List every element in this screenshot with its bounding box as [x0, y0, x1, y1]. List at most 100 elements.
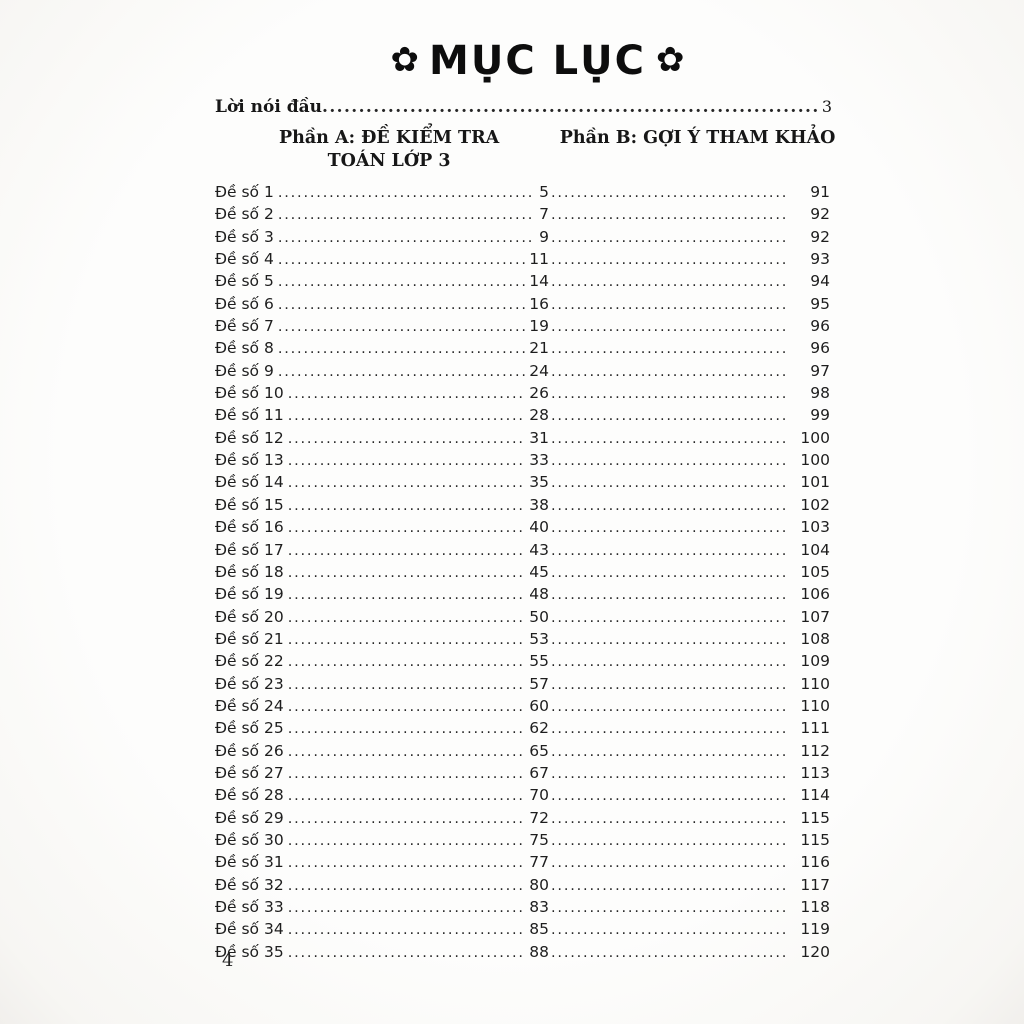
- toc-row-left: Đề số 28 70: [215, 785, 551, 807]
- toc-entry-page-b: 99: [810, 406, 830, 425]
- dot-leader: [278, 182, 535, 204]
- dot-leader: [288, 741, 526, 763]
- toc-entry-page-b: 110: [800, 696, 830, 715]
- toc-row-left: Đề số 35 88: [215, 942, 551, 964]
- florette-icon: ✿: [390, 40, 420, 80]
- section-headers: Phần A: ĐỀ KIỂM TRA TOÁN LỚP 3 Phần B: G…: [241, 127, 858, 173]
- toc-row-left: Đề số 32 80: [215, 875, 551, 897]
- toc-entry-page-b: 95: [810, 294, 830, 313]
- toc-row-left: Đề số 22 55: [215, 651, 551, 673]
- toc-entry-page-a: 14: [529, 272, 549, 291]
- toc-row-left: Đề số 6 16: [215, 294, 551, 316]
- toc-entry-label: Đề số 7: [215, 317, 274, 336]
- toc-entry-page-a: 16: [529, 294, 549, 313]
- toc-entry-page-a: 21: [529, 339, 549, 358]
- toc-row: Đề số 4 11 93: [215, 249, 832, 271]
- toc-entry-page-b: 117: [800, 875, 830, 894]
- toc-entry-page-b: 111: [800, 719, 830, 738]
- toc-row-left: Đề số 30 75: [215, 830, 551, 852]
- toc-row: Đề số 16 40 103: [215, 517, 832, 539]
- dot-leader: [551, 361, 786, 383]
- toc-entry-label: Đề số 4: [215, 250, 274, 269]
- toc-entry-label: Đề số 3: [215, 227, 274, 246]
- dot-leader: [278, 361, 525, 383]
- toc-entry-page-a: 65: [529, 741, 549, 760]
- toc-entry-page-b: 115: [800, 830, 830, 849]
- dot-leader: [288, 383, 526, 405]
- toc-entry-page-a: 57: [529, 674, 549, 693]
- toc-entry-label: Đề số 31: [215, 853, 284, 872]
- toc-row-left: Đề số 4 11: [215, 249, 551, 271]
- dot-leader: [288, 450, 526, 472]
- page-title-text: MỤC LỤC: [429, 38, 646, 84]
- dot-leader: [278, 294, 525, 316]
- dot-leader: [551, 562, 786, 584]
- dot-leader: [288, 405, 526, 427]
- toc-row-left: Đề số 18 45: [215, 562, 551, 584]
- dot-leader: [551, 472, 786, 494]
- toc-entry-label: Đề số 17: [215, 540, 284, 559]
- toc-entry-page-b: 105: [800, 562, 830, 581]
- toc-row: Đề số 2 7 92: [215, 204, 832, 226]
- toc-row-left: Đề số 2 7: [215, 204, 551, 226]
- toc-entry-page-b: 112: [800, 741, 830, 760]
- toc-entry-page-a: 83: [529, 898, 549, 916]
- toc-row-left: Đề số 10 26: [215, 383, 551, 405]
- toc-row: Đề số 21 53 108: [215, 629, 832, 651]
- toc-row: Đề số 29 72 115: [215, 808, 832, 830]
- toc-row: Đề số 23 57 110: [215, 674, 832, 696]
- dot-leader: [288, 852, 526, 874]
- dot-leader: [551, 718, 786, 740]
- toc-row-left: Đề số 12 31: [215, 428, 551, 450]
- toc-row: Đề số 3 9 92: [215, 227, 832, 249]
- toc-entry-page-a: 77: [529, 853, 549, 872]
- toc-entry-page-a: 9: [539, 227, 549, 246]
- toc-entry-page-b: 91: [810, 183, 830, 201]
- toc-row-left: Đề số 17 43: [215, 540, 551, 562]
- toc-entry-page-b: 108: [800, 629, 830, 648]
- toc-entry-page-a: 26: [529, 384, 549, 403]
- toc-entry-label: Đề số 19: [215, 585, 284, 604]
- dot-leader: [278, 204, 535, 226]
- toc-entry-page-a: 43: [529, 540, 549, 559]
- toc-entry-page-a: 70: [529, 786, 549, 805]
- dot-leader: [551, 316, 786, 338]
- toc-row: Đề số 33 83 118: [215, 897, 832, 919]
- toc-entry-page-b: 103: [800, 518, 830, 537]
- toc-row: Đề số 24 60 110: [215, 696, 832, 718]
- dot-leader: [288, 607, 526, 629]
- toc-row-left: Đề số 15 38: [215, 495, 551, 517]
- toc-entry-label: Đề số 6: [215, 294, 274, 313]
- toc-entry-page-b: 97: [810, 361, 830, 380]
- dot-leader: [278, 338, 525, 360]
- toc-entry-page-a: 55: [529, 652, 549, 671]
- toc-row-left: Đề số 16 40: [215, 517, 551, 539]
- toc-entry-page-a: 88: [529, 942, 549, 961]
- dot-leader: [278, 249, 525, 271]
- toc-row: Đề số 18 45 105: [215, 562, 832, 584]
- dot-leader: [551, 383, 786, 405]
- toc-row: Đề số 35 88 120: [215, 942, 832, 964]
- toc-row: Đề số 30 75 115: [215, 830, 832, 852]
- dot-leader: [288, 517, 526, 539]
- toc-row: Đề số 1 5 91: [215, 182, 832, 204]
- toc-entry-label: Đề số 32: [215, 875, 284, 894]
- dot-leader: [288, 808, 526, 830]
- dot-leader: [288, 830, 526, 852]
- toc-entry-page-a: 60: [529, 696, 549, 715]
- toc-row: Đề số 25 62 111: [215, 718, 832, 740]
- toc-row: Đề số 27 67 113: [215, 763, 832, 785]
- dot-leader: [551, 674, 786, 696]
- dot-leader: [278, 271, 525, 293]
- toc-entry-page-a: 75: [529, 830, 549, 849]
- toc-row-left: Đề số 25 62: [215, 718, 551, 740]
- dot-leader: [551, 741, 786, 763]
- dot-leader: [288, 472, 526, 494]
- toc-entry-page-b: 116: [800, 853, 830, 872]
- toc-entry-label: Đề số 12: [215, 428, 284, 447]
- dot-leader: [551, 897, 786, 919]
- dot-leader: [288, 942, 526, 964]
- dot-leader: [288, 875, 526, 897]
- toc-row: Đề số 11 28 99: [215, 405, 832, 427]
